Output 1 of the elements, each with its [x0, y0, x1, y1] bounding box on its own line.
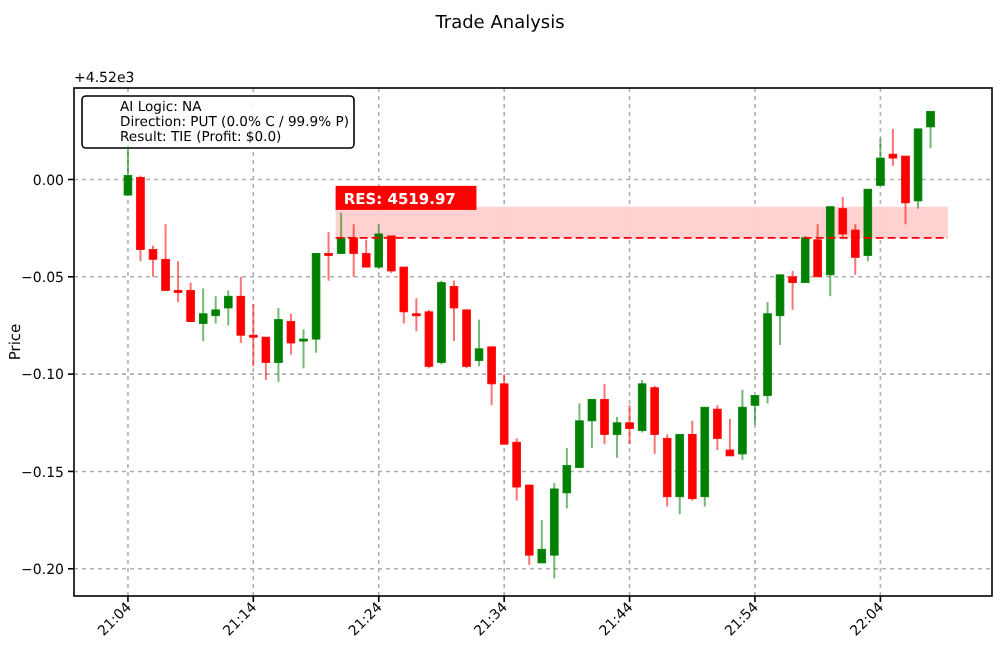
- chart-title: Trade Analysis: [433, 14, 566, 34]
